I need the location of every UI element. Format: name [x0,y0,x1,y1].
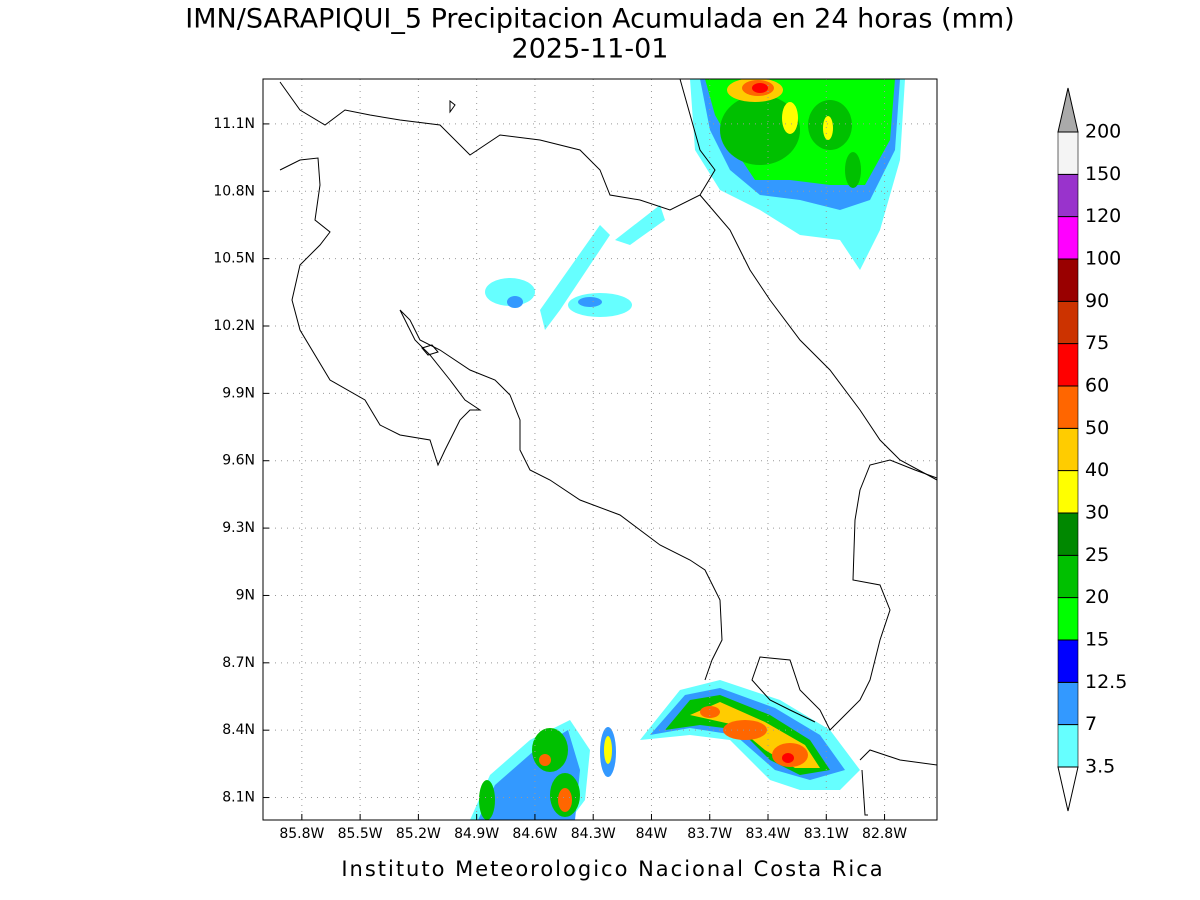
colorbar-segment [1057,216,1079,260]
x-tick-label: 83.7W [687,826,732,842]
colorbar-segment [1057,682,1079,725]
colorbar-label: 30 [1085,502,1109,524]
colorbar-label: 40 [1085,459,1109,481]
y-tick-label: 9.6N [222,453,255,469]
map-frame [262,78,938,821]
colorbar-label: 90 [1085,290,1109,312]
colorbar-label: 20 [1085,586,1109,608]
colorbar-label: 25 [1085,544,1109,566]
colorbar-segment [1057,470,1079,514]
y-tick-label: 9.9N [222,385,255,401]
colorbar-label: 60 [1085,375,1109,397]
y-tick-label: 8.1N [222,790,255,806]
colorbar-segment [1057,428,1079,471]
colorbar-segment [1057,258,1079,302]
colorbar-label: 50 [1085,417,1109,439]
colorbar-segment [1057,597,1079,641]
colorbar-segment [1057,724,1079,768]
colorbar-segment [1057,131,1079,175]
y-tick-label: 9N [236,587,255,603]
colorbar-segment [1057,512,1079,556]
x-tick-label: 84.3W [571,826,616,842]
colorbar-label: 15 [1085,629,1109,651]
x-tick-label: 85.8W [279,826,324,842]
colorbar-label: 120 [1085,205,1121,227]
footer: Instituto Meteorologico Nacional Costa R… [341,857,884,881]
y-tick-label: 10.8N [213,183,255,199]
x-tick-label: 83.4W [746,826,791,842]
x-tick-label: 84.6W [512,826,557,842]
y-tick-label: 10.2N [213,318,255,334]
x-tick-label: 84.9W [454,826,499,842]
x-tick-label: 84W [636,826,668,842]
y-tick-label: 8.4N [222,722,255,738]
y-tick-label: 10.5N [213,251,255,267]
graticule [263,79,937,820]
map-date: 2025-11-01 [512,34,669,65]
x-tick-label: 85.2W [396,826,441,842]
x-tick-label: 83.1W [804,826,849,842]
colorbar-segment [1057,639,1079,683]
colorbar-label: 3.5 [1085,756,1115,778]
map-title: IMN/SARAPIQUI_5 Precipitacion Acumulada … [185,4,1014,35]
colorbar-segment [1057,174,1079,217]
colorbar-label: 12.5 [1085,671,1127,693]
precipitation-field [470,79,905,820]
colorbar-segment [1057,343,1079,387]
colorbar-label: 150 [1085,163,1121,185]
colorbar: 3.5 7 12.5 15 20 25 30 40 50 60 75 90 100 120 150 200 [1057,87,1127,812]
colorbar-label: 75 [1085,332,1109,354]
y-tick-label: 8.7N [222,655,255,671]
y-tick-label: 11.1N [213,116,255,132]
x-tick-label: 82.8W [862,826,907,842]
colorbar-label: 7 [1085,713,1097,735]
colorbar-label: 200 [1085,121,1121,143]
colorbar-under [1057,766,1079,812]
colorbar-segment [1057,385,1079,429]
y-tick-label: 9.3N [222,520,255,536]
coastlines [279,79,937,816]
x-tick-label: 85.5W [338,826,383,842]
colorbar-segment [1057,301,1079,344]
colorbar-segment [1057,555,1079,598]
colorbar-label: 100 [1085,248,1121,270]
colorbar-over [1057,87,1079,133]
